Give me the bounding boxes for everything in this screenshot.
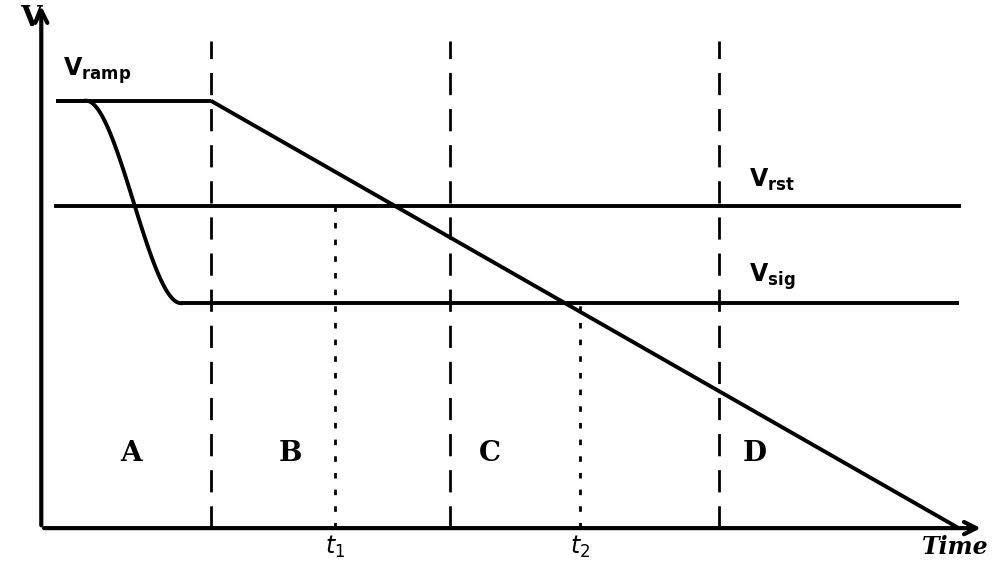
Text: C: C [479,439,501,467]
Text: V: V [20,5,42,32]
Text: D: D [742,439,766,467]
Text: $\mathbf{V_{ramp}}$: $\mathbf{V_{ramp}}$ [63,56,131,86]
Text: $t_1$: $t_1$ [325,534,346,560]
Text: Time: Time [922,535,989,559]
Text: B: B [279,439,302,467]
Text: A: A [120,439,142,467]
Text: $\mathbf{V_{rst}}$: $\mathbf{V_{rst}}$ [749,166,795,193]
Text: $\mathbf{V_{sig}}$: $\mathbf{V_{sig}}$ [749,261,796,292]
Text: $t_2$: $t_2$ [570,534,590,560]
